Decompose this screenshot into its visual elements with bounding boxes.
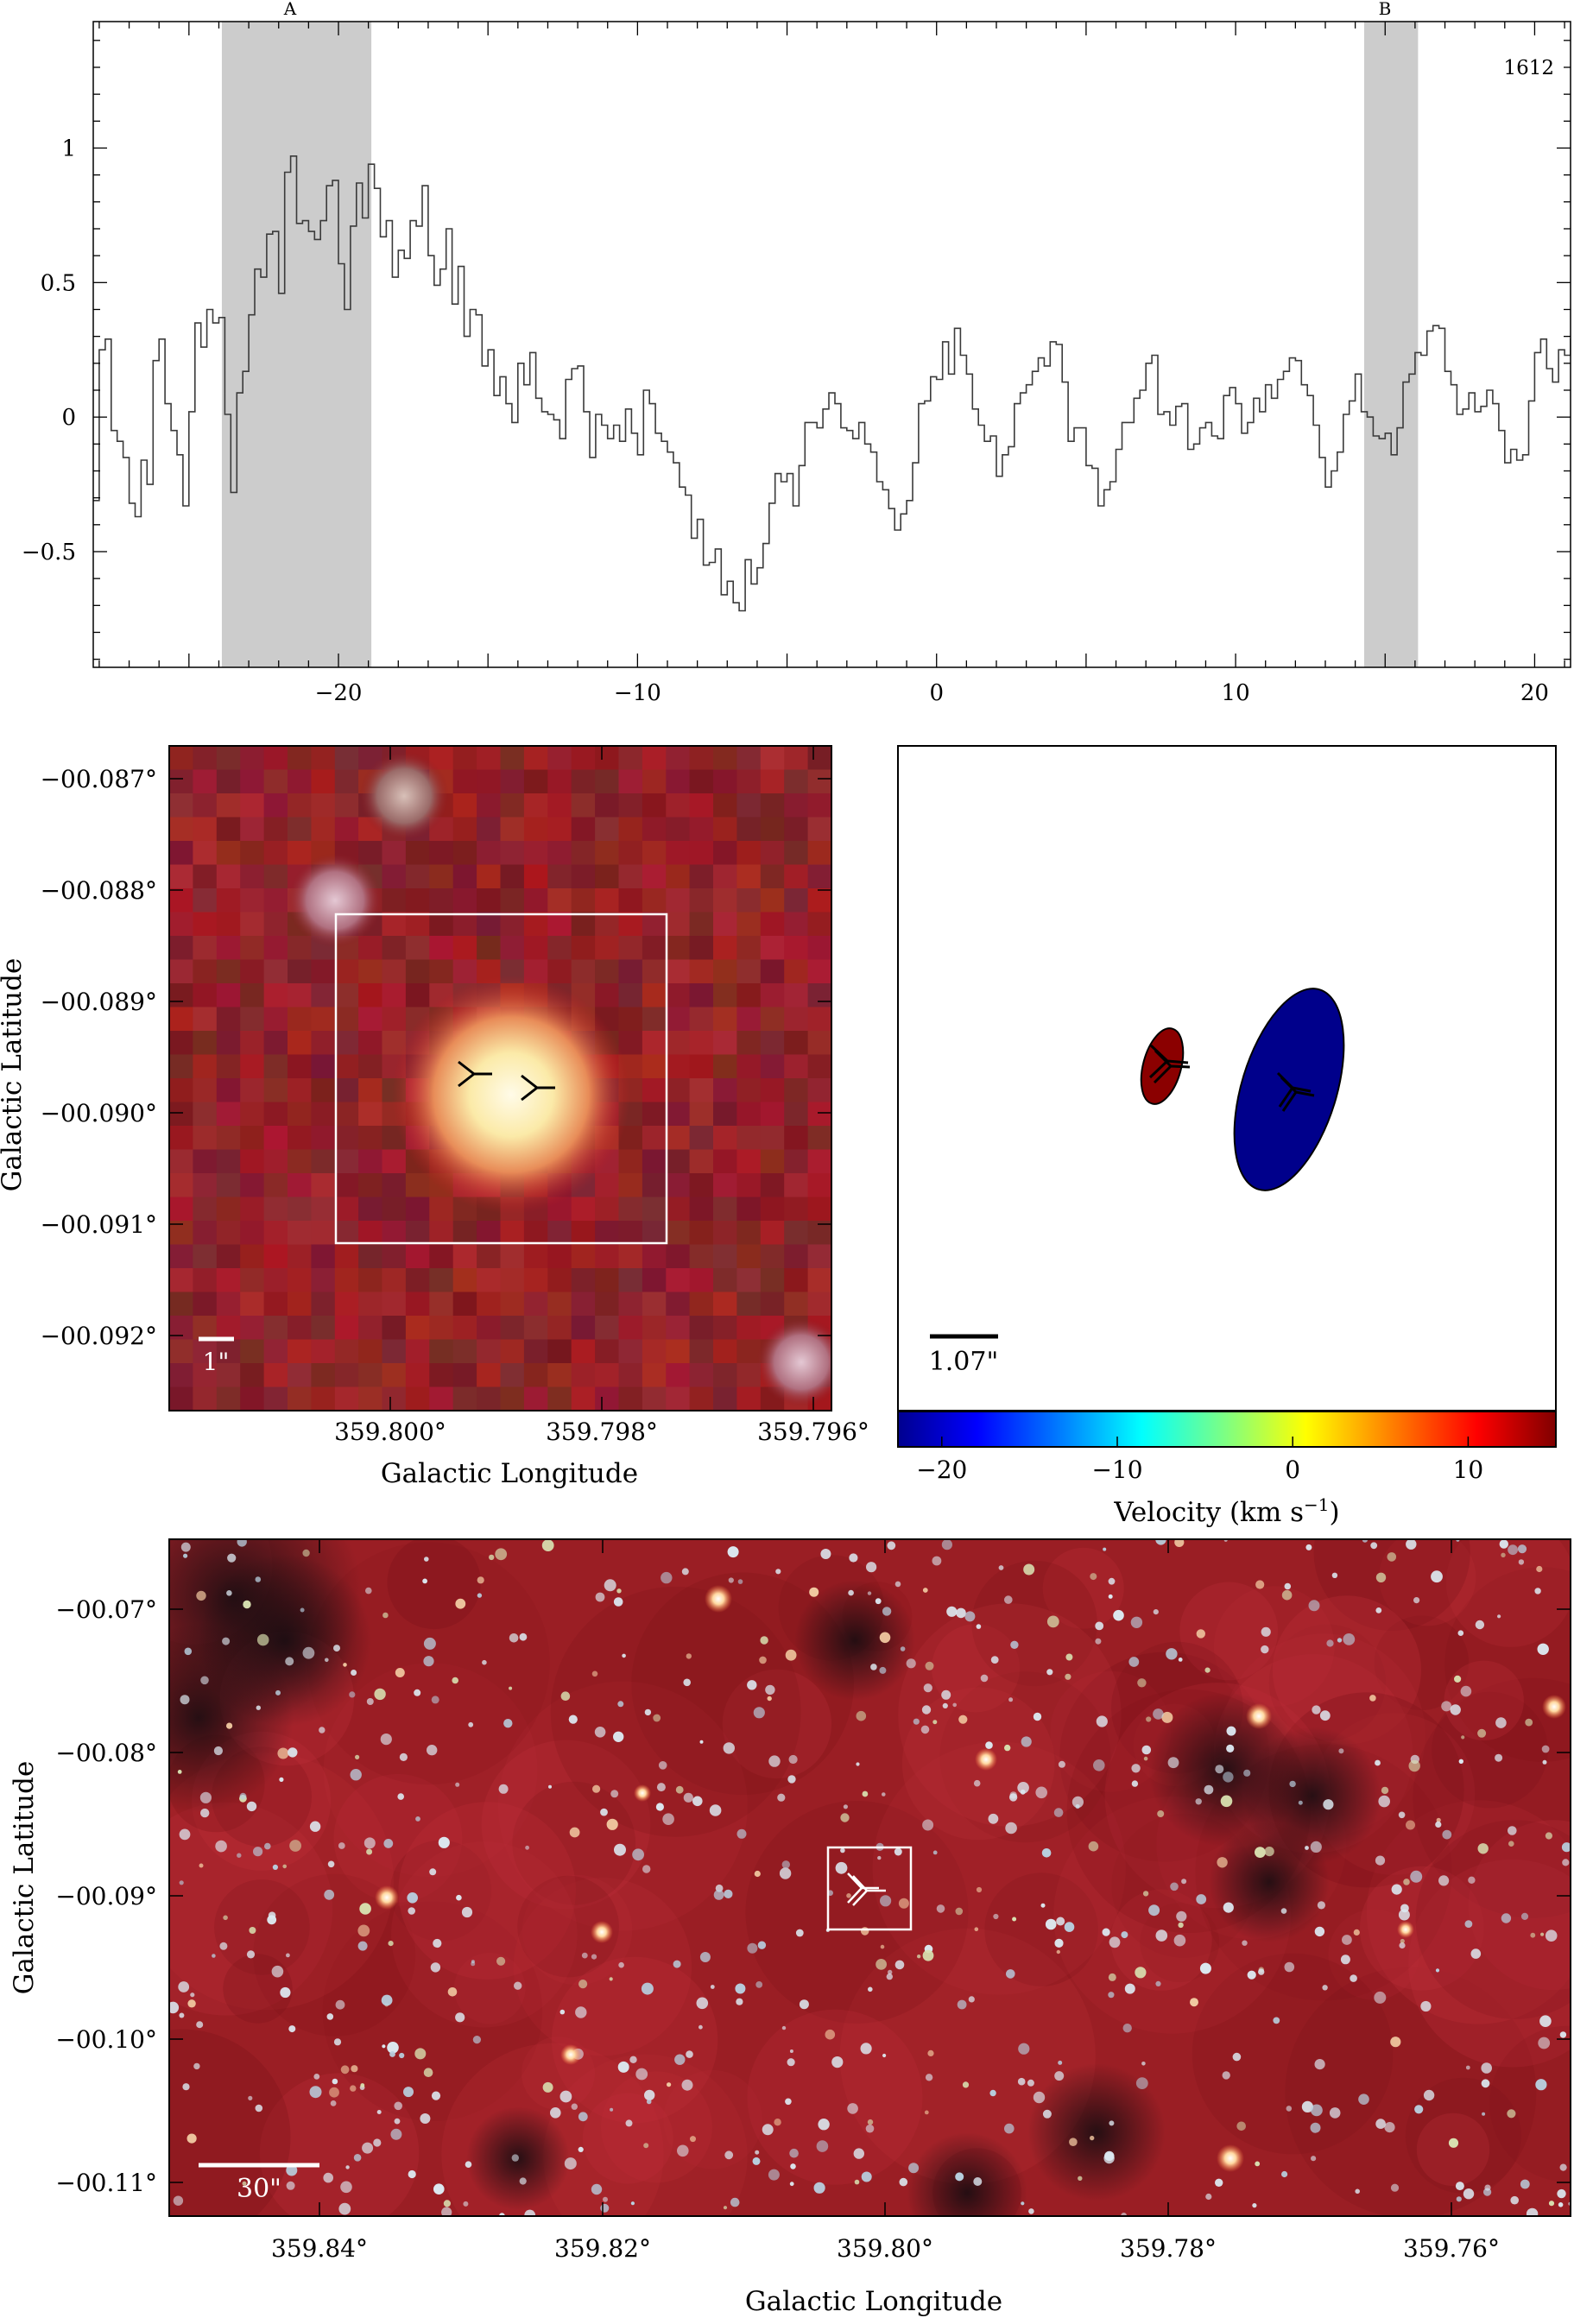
colorbar-tick-label: −10 <box>1091 1456 1142 1484</box>
zoom-y-tick-label: −00.088° <box>41 876 157 905</box>
zoom-x-tick-label: 359.798° <box>546 1418 658 1446</box>
spectrum-line-label: 1612 <box>1503 57 1554 79</box>
region-a-label: A <box>283 0 297 19</box>
wide-x-tick-label: 359.78° <box>1120 2234 1217 2263</box>
colorbar-tick-label: −20 <box>916 1456 967 1484</box>
velocity-frame <box>897 745 1557 1411</box>
zoom-map-frame <box>168 745 832 1411</box>
wide-x-axis-label: Galactic Longitude <box>745 2286 1002 2317</box>
pink-star <box>288 853 382 948</box>
colorbar-tick-label: 0 <box>1285 1456 1300 1484</box>
wide-map-panel: 30" −00.07°−00.08°−00.09°−00.10°−00.11° … <box>9 1538 1571 2317</box>
zoom-inset-box <box>334 913 668 1245</box>
spectrum-x-tick-label: −20 <box>315 680 363 706</box>
spectrum-x-tick-label: 0 <box>929 680 944 706</box>
zoom-y-tick-label: −00.090° <box>41 1099 157 1127</box>
maser-marker-red <box>458 1060 492 1088</box>
wide-inset-box <box>826 1846 913 1931</box>
colorbar-label: Velocity (km s−1) <box>1113 1494 1339 1528</box>
wide-y-tick-label: −00.11° <box>55 2169 157 2197</box>
wide-y-axis-label: Galactic Latitude <box>9 1761 40 1995</box>
wide-x-tick-label: 359.82° <box>554 2234 651 2263</box>
zoom-y-tick-label: −00.089° <box>41 988 157 1016</box>
shaded-region-b <box>1364 22 1419 667</box>
zoom-y-tick-label: −00.087° <box>41 765 157 793</box>
wide-x-tick-label: 359.76° <box>1403 2234 1500 2263</box>
zoom-x-axis-label: Galactic Longitude <box>381 1458 638 1489</box>
region-b-label: B <box>1379 0 1392 19</box>
spectrum-frame <box>92 21 1571 668</box>
zoom-y-tick-label: −00.092° <box>41 1322 157 1350</box>
wide-x-tick-label: 359.80° <box>837 2234 933 2263</box>
wide-y-tick-label: −00.07° <box>55 1595 157 1624</box>
bottom-right-star <box>756 1317 831 1407</box>
wide-scale-label: 30" <box>237 2174 281 2204</box>
zoom-scale-label: 1" <box>203 1348 230 1376</box>
wide-y-tick-label: −00.10° <box>55 2025 157 2054</box>
spectrum-x-tick-label: 10 <box>1222 680 1250 706</box>
velocity-marker-red <box>1148 1044 1191 1084</box>
colorbar-tick-label: 10 <box>1453 1456 1484 1484</box>
velocity-colorbar <box>897 1411 1557 1448</box>
maser-marker-blue <box>521 1074 555 1102</box>
spectrum-panel: −20 −10 0 10 20 −0.5 0 0.5 1 A B 1612 <box>22 0 1571 706</box>
spectrum-x-tick-label: −10 <box>614 680 661 706</box>
spectrum-line <box>93 155 1571 612</box>
target-star <box>392 976 630 1214</box>
zoom-x-tick-label: 359.800° <box>334 1418 446 1446</box>
wide-x-tick-label: 359.84° <box>271 2234 368 2263</box>
spectrum-y-tick-label: 0.5 <box>41 270 76 296</box>
velocity-scale-label: 1.07" <box>929 1347 999 1377</box>
grey-star <box>359 751 449 841</box>
wide-maser-marker <box>847 1872 886 1906</box>
wide-y-tick-label: −00.08° <box>55 1739 157 1767</box>
velocity-marker-blue <box>1276 1071 1315 1112</box>
spectrum-x-tick-label: 20 <box>1520 680 1549 706</box>
wide-y-tick-label: −00.09° <box>55 1882 157 1910</box>
shaded-region-a <box>221 22 372 667</box>
zoom-x-tick-label: 359.796° <box>757 1418 869 1446</box>
velocity-panel: 1.07" −20 −10 0 10 Velocity (km s−1) <box>897 745 1557 1528</box>
spectrum-y-tick-label: −0.5 <box>22 540 76 565</box>
zoom-y-axis-label: Galactic Latitude <box>0 958 28 1192</box>
zoom-y-tick-label: −00.091° <box>41 1210 157 1239</box>
spectrum-y-tick-label: 0 <box>61 405 76 431</box>
wide-map-frame <box>168 1538 1571 2217</box>
maser-spot-blue <box>1233 988 1345 1191</box>
zoom-map-panel: 1" −00.087° −00.088° −00.089° −00.090° −00.0… <box>0 745 869 1489</box>
spectrum-y-tick-label: 1 <box>61 136 76 161</box>
